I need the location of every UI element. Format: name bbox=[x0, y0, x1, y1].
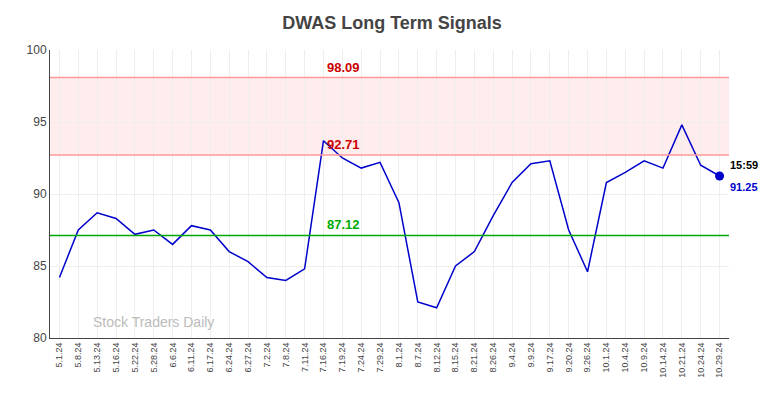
svg-text:7.24.24: 7.24.24 bbox=[356, 343, 366, 373]
svg-text:10.21.24: 10.21.24 bbox=[677, 343, 687, 378]
svg-text:100: 100 bbox=[27, 43, 47, 57]
svg-text:95: 95 bbox=[33, 115, 47, 129]
svg-text:5.1.24: 5.1.24 bbox=[54, 343, 64, 368]
svg-text:8.21.24: 8.21.24 bbox=[469, 343, 479, 373]
svg-text:6.17.24: 6.17.24 bbox=[205, 343, 215, 373]
svg-text:7.29.24: 7.29.24 bbox=[375, 343, 385, 373]
svg-text:8.7.24: 8.7.24 bbox=[413, 343, 423, 368]
svg-text:10.9.24: 10.9.24 bbox=[639, 343, 649, 373]
svg-text:6.27.24: 6.27.24 bbox=[243, 343, 253, 373]
svg-text:Stock Traders Daily: Stock Traders Daily bbox=[93, 314, 214, 330]
svg-text:80: 80 bbox=[33, 331, 47, 345]
svg-text:DWAS Long Term Signals: DWAS Long Term Signals bbox=[282, 13, 502, 33]
svg-text:98.09: 98.09 bbox=[327, 60, 360, 75]
svg-text:8.1.24: 8.1.24 bbox=[394, 343, 404, 368]
svg-text:5.8.24: 5.8.24 bbox=[73, 343, 83, 368]
svg-text:9.26.24: 9.26.24 bbox=[582, 343, 592, 373]
svg-text:7.2.24: 7.2.24 bbox=[262, 343, 272, 368]
svg-text:7.16.24: 7.16.24 bbox=[318, 343, 328, 373]
svg-text:92.71: 92.71 bbox=[327, 137, 360, 152]
svg-text:6.6.24: 6.6.24 bbox=[168, 343, 178, 368]
svg-text:10.24.24: 10.24.24 bbox=[696, 343, 706, 378]
svg-text:9.9.24: 9.9.24 bbox=[526, 343, 536, 368]
svg-text:9.20.24: 9.20.24 bbox=[564, 343, 574, 373]
svg-text:6.24.24: 6.24.24 bbox=[224, 343, 234, 373]
svg-text:5.28.24: 5.28.24 bbox=[149, 343, 159, 373]
svg-text:7.8.24: 7.8.24 bbox=[281, 343, 291, 368]
svg-text:85: 85 bbox=[33, 259, 47, 273]
svg-text:9.17.24: 9.17.24 bbox=[545, 343, 555, 373]
svg-text:90: 90 bbox=[33, 187, 47, 201]
svg-text:10.14.24: 10.14.24 bbox=[658, 343, 668, 378]
svg-text:10.29.24: 10.29.24 bbox=[714, 343, 724, 378]
svg-text:8.26.24: 8.26.24 bbox=[488, 343, 498, 373]
svg-text:7.11.24: 7.11.24 bbox=[300, 343, 310, 372]
svg-text:87.12: 87.12 bbox=[327, 217, 360, 232]
svg-text:7.19.24: 7.19.24 bbox=[337, 343, 347, 373]
svg-text:91.25: 91.25 bbox=[730, 181, 758, 193]
svg-text:5.16.24: 5.16.24 bbox=[111, 343, 121, 373]
svg-text:10.4.24: 10.4.24 bbox=[620, 343, 630, 373]
svg-text:5.22.24: 5.22.24 bbox=[130, 343, 140, 373]
svg-text:10.1.24: 10.1.24 bbox=[601, 343, 611, 373]
svg-text:8.15.24: 8.15.24 bbox=[450, 343, 460, 373]
svg-text:8.12.24: 8.12.24 bbox=[432, 343, 442, 373]
svg-text:5.13.24: 5.13.24 bbox=[92, 343, 102, 373]
svg-text:6.11.24: 6.11.24 bbox=[186, 343, 196, 372]
svg-text:15:59: 15:59 bbox=[730, 159, 758, 171]
svg-text:9.4.24: 9.4.24 bbox=[507, 343, 517, 368]
